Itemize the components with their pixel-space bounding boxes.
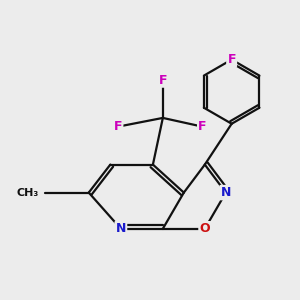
Text: N: N [116, 222, 126, 235]
Text: F: F [159, 74, 167, 86]
Text: O: O [200, 222, 210, 235]
Text: N: N [220, 186, 231, 199]
Text: CH₃: CH₃ [17, 188, 39, 198]
Text: F: F [198, 120, 207, 133]
Text: F: F [227, 53, 236, 66]
Text: F: F [114, 120, 122, 133]
